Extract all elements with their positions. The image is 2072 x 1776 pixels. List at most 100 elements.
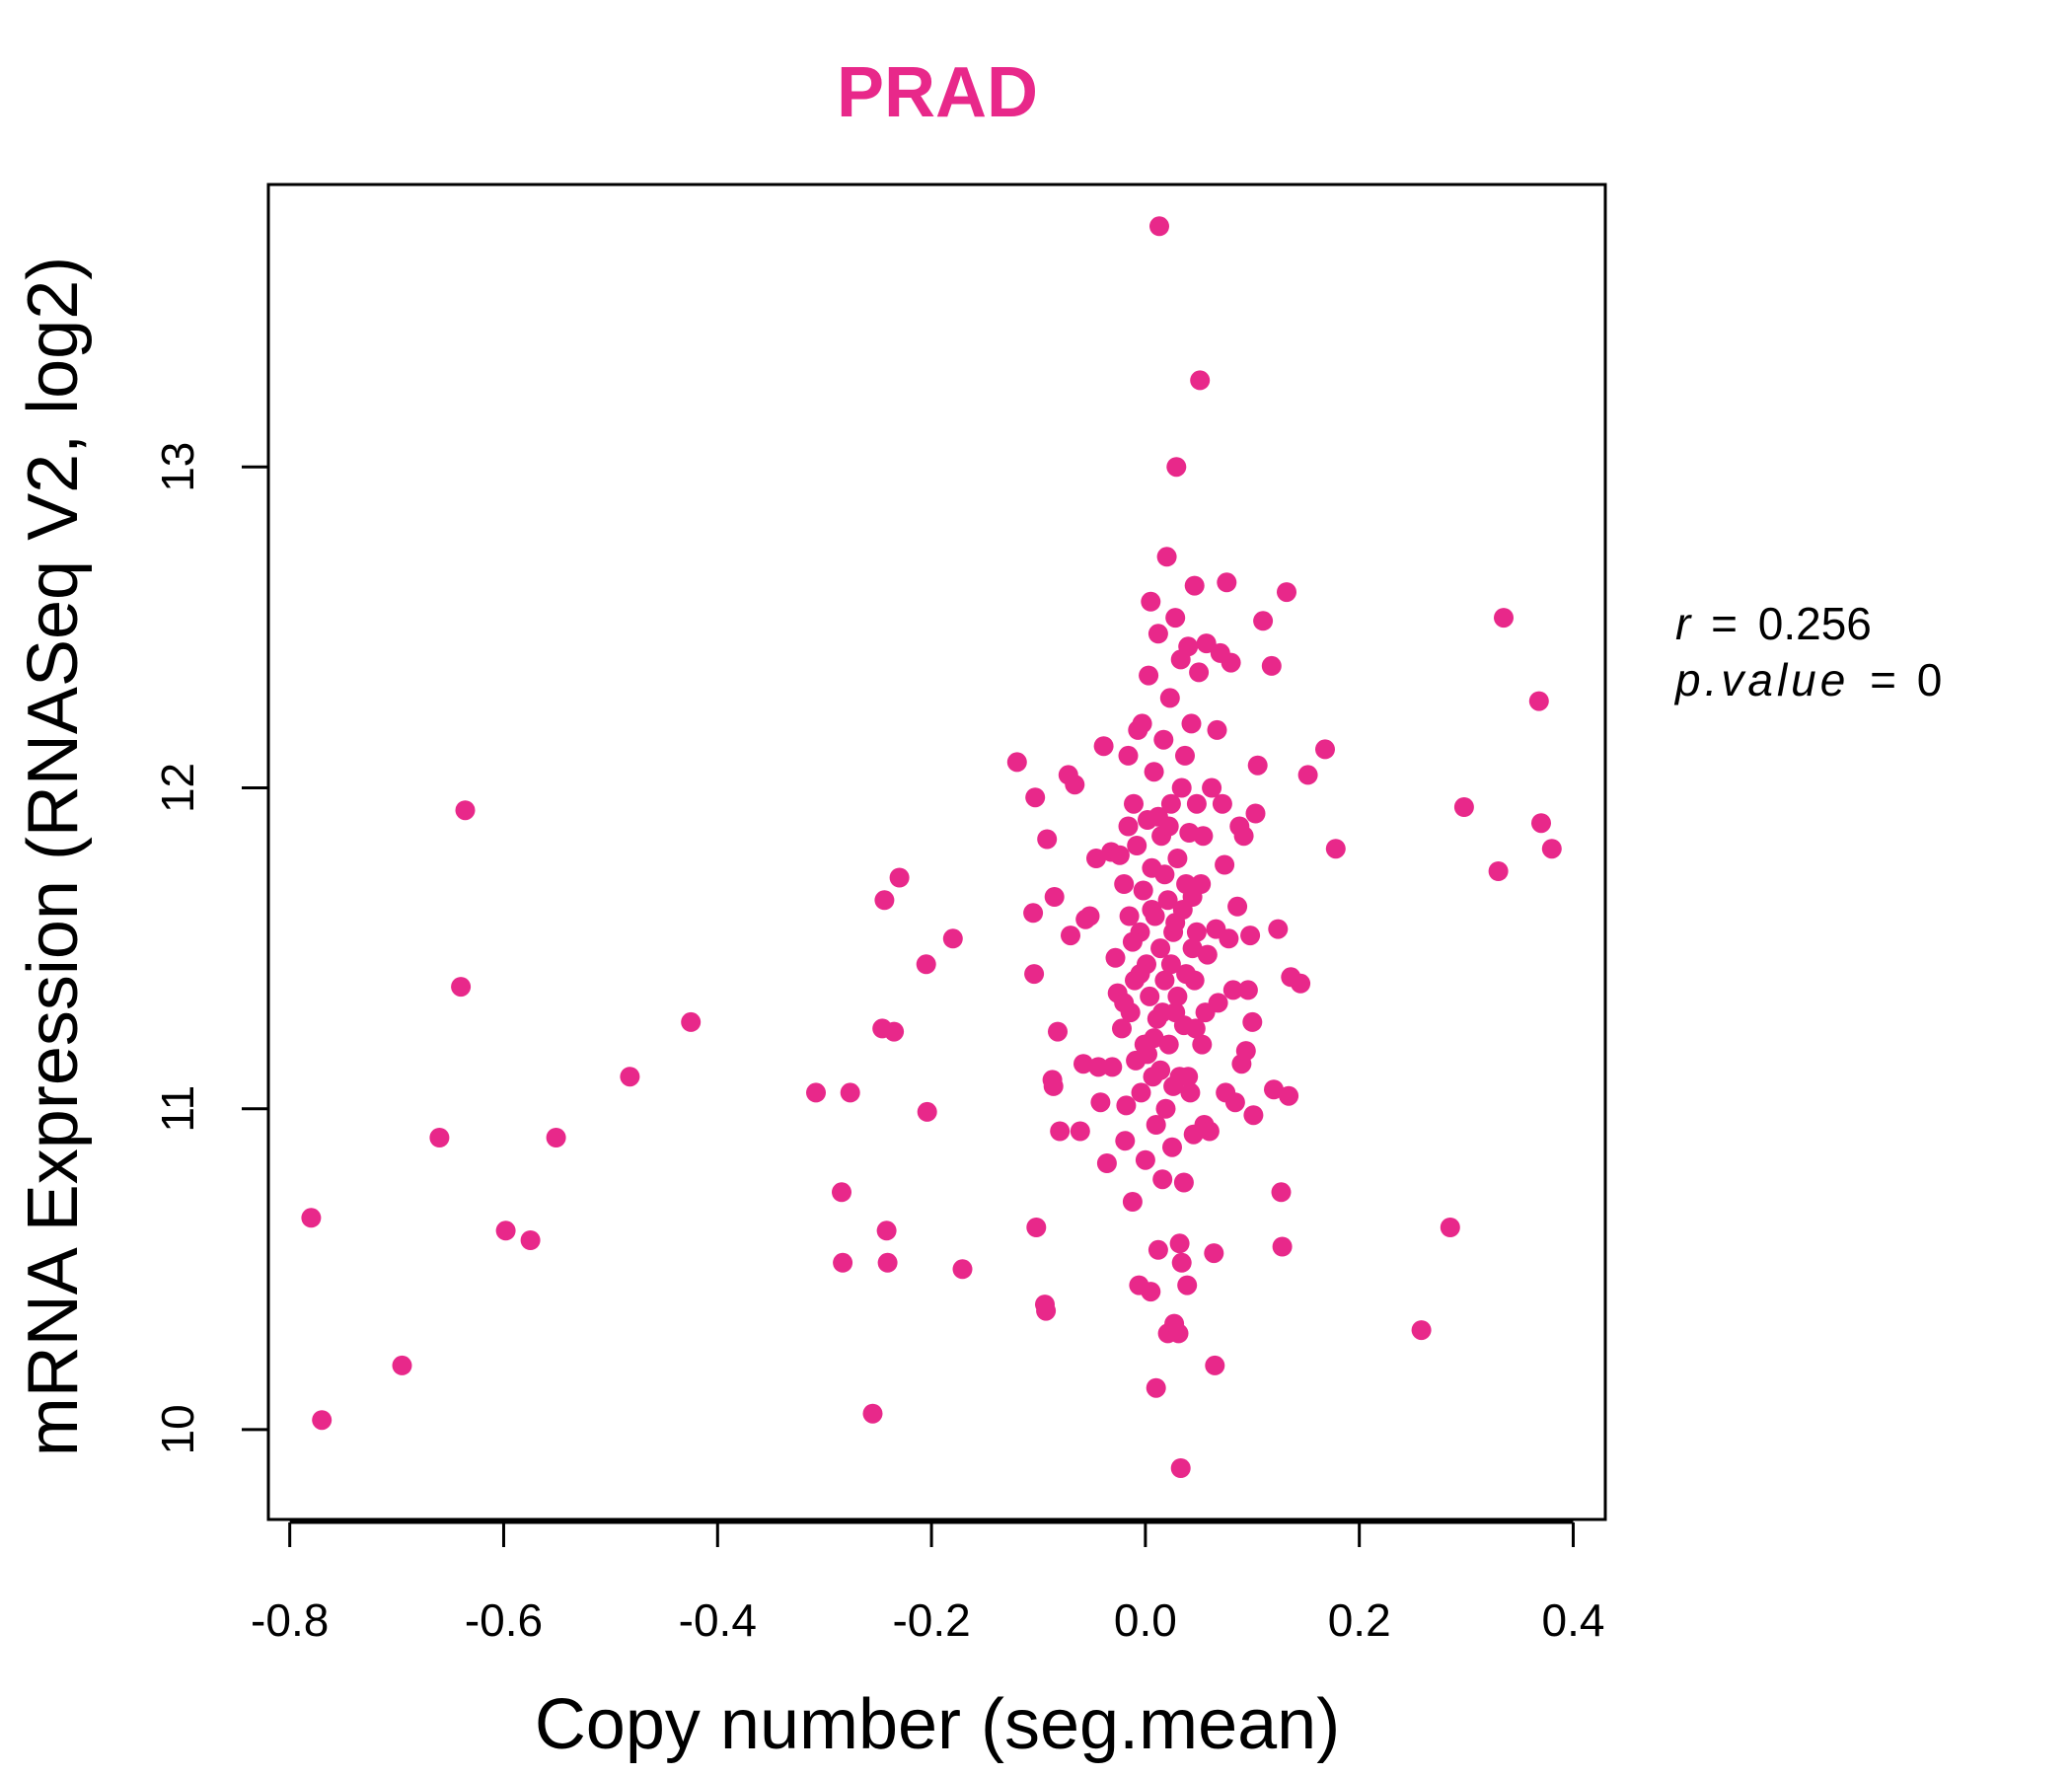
data-point: [1202, 777, 1222, 798]
data-point: [1264, 1079, 1284, 1100]
data-point: [1224, 1092, 1245, 1113]
y-tick-label: 13: [152, 442, 203, 492]
data-point: [1178, 1067, 1199, 1087]
data-point: [1186, 922, 1207, 942]
data-point: [1124, 793, 1144, 814]
data-point: [546, 1128, 566, 1147]
y-tick-label: 11: [152, 1085, 203, 1133]
data-point: [1528, 691, 1549, 711]
data-point: [1268, 919, 1289, 939]
data-point: [495, 1221, 516, 1241]
y-tick-label: 12: [152, 763, 203, 813]
data-point: [1048, 1021, 1068, 1042]
data-point: [1277, 582, 1296, 603]
data-point: [1173, 1015, 1194, 1036]
data-point: [1158, 1034, 1179, 1055]
data-point: [1073, 1054, 1093, 1074]
data-point: [1167, 986, 1188, 1006]
data-point: [1154, 864, 1175, 885]
data-point: [1178, 636, 1199, 657]
r-label: r: [1675, 598, 1692, 649]
data-point: [1453, 797, 1474, 817]
data-point: [1132, 713, 1152, 734]
data-point: [1180, 1082, 1201, 1103]
data-point: [1297, 765, 1318, 785]
data-point: [874, 890, 895, 911]
data-point: [1144, 1028, 1164, 1049]
data-point: [1044, 887, 1065, 907]
data-point: [1175, 745, 1195, 766]
data-point: [1147, 806, 1168, 827]
data-point: [1135, 1149, 1155, 1170]
data-point: [942, 928, 963, 949]
data-point: [1165, 608, 1186, 629]
data-point: [1138, 1044, 1157, 1065]
data-point: [1102, 1057, 1123, 1077]
data-point: [1026, 1218, 1047, 1237]
data-point: [1146, 1377, 1166, 1398]
data-point: [1163, 1075, 1184, 1096]
data-point: [1150, 938, 1171, 959]
data-point: [1162, 1137, 1182, 1157]
data-point: [1212, 793, 1232, 814]
data-point: [301, 1208, 322, 1228]
data-point: [1169, 1233, 1190, 1254]
data-point: [1167, 849, 1188, 868]
data-point: [1171, 777, 1192, 798]
data-point: [1541, 839, 1562, 859]
data-point: [1271, 1182, 1292, 1203]
y-axis: 10 11 12 13: [152, 442, 270, 1455]
data-point: [1024, 964, 1045, 985]
data-point: [1253, 611, 1274, 631]
data-point: [1235, 1041, 1256, 1062]
data-point: [1221, 652, 1241, 673]
data-point: [1147, 1239, 1168, 1260]
data-point: [1247, 755, 1268, 776]
data-point: [1165, 913, 1186, 933]
data-point: [1233, 826, 1254, 847]
data-point: [1184, 970, 1205, 991]
data-point: [1096, 1153, 1117, 1173]
x-tick-label: 0.4: [1542, 1594, 1605, 1646]
data-point: [1065, 775, 1085, 795]
data-point: [877, 1252, 898, 1273]
data-point: [1159, 688, 1180, 708]
data-point: [1291, 973, 1311, 994]
data-point: [1205, 1355, 1225, 1375]
r-value: 0.256: [1758, 598, 1872, 649]
x-tick-label: 0.2: [1328, 1594, 1391, 1646]
data-point: [1193, 826, 1214, 847]
data-point: [1105, 947, 1126, 968]
data-point: [1050, 1121, 1071, 1142]
data-point: [1160, 954, 1181, 975]
data-point: [1150, 1060, 1171, 1080]
data-point: [1152, 1002, 1173, 1023]
data-point: [1147, 624, 1168, 644]
data-point: [832, 1182, 851, 1203]
data-point: [1114, 874, 1135, 894]
data-point: [1219, 928, 1239, 949]
data-point: [1118, 745, 1139, 766]
p-value: 0: [1917, 654, 1943, 705]
data-point: [620, 1067, 640, 1087]
data-point: [1114, 993, 1135, 1013]
data-point: [1279, 1085, 1299, 1106]
data-point: [1112, 1018, 1132, 1039]
data-point: [1127, 836, 1147, 855]
data-point: [681, 1011, 702, 1032]
data-point: [1131, 1082, 1151, 1103]
data-point: [1215, 854, 1235, 875]
y-tick-label: 10: [152, 1404, 203, 1454]
correlation-stats: r = 0.256 p.value = 0: [1673, 598, 1942, 705]
data-point: [952, 1259, 973, 1280]
data-point: [1182, 887, 1203, 907]
data-point: [806, 1082, 826, 1103]
data-point: [1531, 813, 1551, 834]
x-axis-title: Copy number (seg.mean): [535, 1685, 1340, 1764]
data-point: [1037, 829, 1058, 850]
data-point: [1023, 903, 1044, 924]
data-point: [455, 800, 476, 821]
data-point: [451, 977, 472, 998]
data-point: [1086, 849, 1106, 868]
